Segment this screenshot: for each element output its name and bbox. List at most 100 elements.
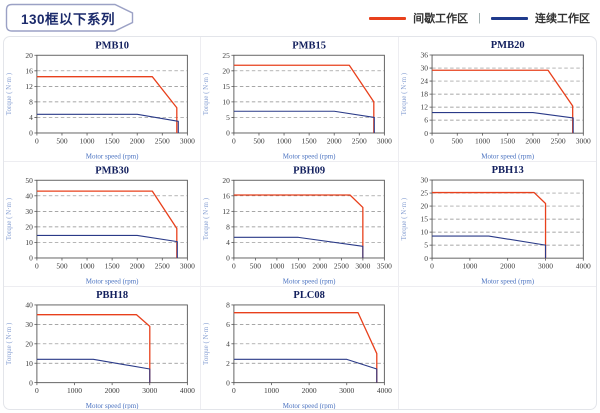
svg-text:PMB15: PMB15 bbox=[293, 40, 327, 51]
svg-text:PMB20: PMB20 bbox=[490, 40, 524, 51]
svg-text:20: 20 bbox=[25, 51, 33, 60]
svg-text:2: 2 bbox=[227, 359, 231, 368]
svg-text:30: 30 bbox=[25, 207, 33, 216]
svg-text:40: 40 bbox=[25, 192, 33, 201]
svg-text:0: 0 bbox=[29, 129, 33, 138]
svg-text:30: 30 bbox=[25, 320, 33, 329]
svg-text:0: 0 bbox=[430, 262, 434, 271]
svg-text:16: 16 bbox=[25, 66, 33, 75]
svg-text:0: 0 bbox=[232, 262, 236, 271]
svg-text:3000: 3000 bbox=[180, 136, 195, 145]
svg-text:3000: 3000 bbox=[538, 262, 553, 271]
svg-text:3000: 3000 bbox=[180, 262, 195, 271]
svg-text:3000: 3000 bbox=[142, 387, 157, 396]
svg-text:Torque ( N·m ): Torque ( N·m ) bbox=[400, 72, 408, 115]
svg-text:Motor speed (rpm): Motor speed (rpm) bbox=[283, 278, 336, 286]
series-title-badge: 130框以下系列 bbox=[4, 3, 136, 32]
svg-text:0: 0 bbox=[227, 379, 231, 388]
svg-text:Motor speed (rpm): Motor speed (rpm) bbox=[86, 278, 139, 286]
svg-text:16: 16 bbox=[223, 192, 231, 201]
svg-text:2000: 2000 bbox=[130, 262, 145, 271]
svg-text:Motor speed (rpm): Motor speed (rpm) bbox=[481, 153, 535, 161]
svg-text:3000: 3000 bbox=[377, 136, 392, 145]
svg-text:30: 30 bbox=[420, 64, 428, 73]
svg-text:PBH09: PBH09 bbox=[293, 165, 325, 176]
svg-text:20: 20 bbox=[25, 223, 33, 232]
svg-text:2500: 2500 bbox=[155, 136, 170, 145]
svg-text:30: 30 bbox=[420, 176, 428, 185]
page-title: 130框以下系列 bbox=[20, 11, 116, 27]
svg-text:Motor speed (rpm): Motor speed (rpm) bbox=[283, 402, 336, 410]
svg-text:4: 4 bbox=[227, 340, 231, 349]
chart-panel-plc08: PLC08 0 2 4 6 8 0 1000 2000 3000 4000 Motor speed (… bbox=[201, 287, 399, 410]
svg-text:Torque ( N·m ): Torque ( N·m ) bbox=[202, 72, 210, 115]
svg-text:0: 0 bbox=[232, 136, 236, 145]
svg-text:2000: 2000 bbox=[130, 136, 145, 145]
legend-item-intermittent: 间歇工作区 bbox=[369, 10, 468, 26]
svg-text:4000: 4000 bbox=[377, 387, 392, 396]
svg-text:12: 12 bbox=[25, 82, 33, 91]
svg-text:0: 0 bbox=[424, 254, 428, 263]
svg-text:3000: 3000 bbox=[356, 262, 371, 271]
svg-text:0: 0 bbox=[430, 137, 434, 146]
chart-panel-pbh09: PBH09 0 4 8 12 16 20 0 500 1000 1500 2000 2500 3000 35… bbox=[201, 162, 399, 288]
svg-text:1500: 1500 bbox=[291, 262, 306, 271]
svg-text:Torque ( N·m ): Torque ( N·m ) bbox=[5, 322, 13, 365]
svg-text:25: 25 bbox=[420, 189, 428, 198]
svg-text:10: 10 bbox=[420, 228, 428, 237]
svg-text:4: 4 bbox=[226, 238, 230, 247]
legend: 间歇工作区 | 连续工作区 bbox=[369, 10, 590, 26]
svg-text:2000: 2000 bbox=[302, 387, 317, 396]
chart-panel-pmb30: PMB30 0 10 20 30 40 50 0 500 1000 1500 2000 2500 3000… bbox=[4, 162, 202, 288]
svg-text:PBH18: PBH18 bbox=[96, 290, 128, 301]
svg-text:20: 20 bbox=[223, 176, 231, 185]
chart-panel-pbh18: PBH18 0 10 20 30 40 0 1000 2000 3000 4000 Motor spe… bbox=[4, 287, 202, 409]
svg-text:5: 5 bbox=[226, 113, 230, 122]
chart-panel-pmb10: PMB10 0 4 8 12 16 20 0 500 1000 1500 2000 2500 3000 Mo… bbox=[4, 37, 202, 163]
svg-text:2500: 2500 bbox=[155, 262, 170, 271]
legend-label-continuous: 连续工作区 bbox=[535, 13, 590, 25]
empty-panel bbox=[399, 287, 596, 409]
svg-text:10: 10 bbox=[25, 238, 33, 247]
svg-text:15: 15 bbox=[420, 215, 428, 224]
svg-text:4: 4 bbox=[29, 113, 33, 122]
svg-text:2500: 2500 bbox=[334, 262, 349, 271]
svg-text:Torque ( N·m ): Torque ( N·m ) bbox=[400, 197, 408, 240]
svg-text:12: 12 bbox=[223, 207, 231, 216]
svg-text:0: 0 bbox=[35, 262, 39, 271]
svg-text:8: 8 bbox=[29, 97, 33, 106]
page-header: 130框以下系列 间歇工作区 | 连续工作区 bbox=[0, 0, 600, 36]
svg-text:0: 0 bbox=[232, 387, 236, 396]
svg-text:1500: 1500 bbox=[500, 137, 515, 146]
svg-text:0: 0 bbox=[226, 129, 230, 138]
svg-text:500: 500 bbox=[56, 262, 67, 271]
svg-text:4000: 4000 bbox=[575, 262, 590, 271]
svg-text:Torque ( N·m ): Torque ( N·m ) bbox=[202, 198, 210, 241]
svg-text:50: 50 bbox=[25, 176, 33, 185]
svg-text:8: 8 bbox=[227, 301, 231, 310]
chart-grid: PMB10 0 4 8 12 16 20 0 500 1000 1500 2000 2500 3000 Mo… bbox=[3, 36, 597, 410]
svg-text:15: 15 bbox=[223, 82, 231, 91]
svg-text:10: 10 bbox=[223, 97, 231, 106]
svg-text:0: 0 bbox=[29, 379, 33, 388]
svg-text:1000: 1000 bbox=[80, 136, 95, 145]
chart-panel-pbh13: PBH13 0 5 10 15 20 25 30 0 1000 2000 3000 4000 Motor … bbox=[398, 162, 596, 288]
chart-panel-pmb15: PMB15 0 5 10 15 20 25 0 500 1000 1500 2000 2500 3000 M… bbox=[201, 37, 399, 163]
svg-text:1500: 1500 bbox=[302, 136, 317, 145]
svg-text:PLC08: PLC08 bbox=[294, 290, 325, 301]
svg-text:3000: 3000 bbox=[340, 387, 355, 396]
svg-text:20: 20 bbox=[223, 66, 231, 75]
svg-text:8: 8 bbox=[226, 223, 230, 232]
legend-item-continuous: 连续工作区 bbox=[491, 10, 590, 26]
svg-text:6: 6 bbox=[424, 116, 428, 125]
svg-text:5: 5 bbox=[424, 241, 428, 250]
svg-text:36: 36 bbox=[420, 51, 428, 60]
svg-text:1000: 1000 bbox=[264, 387, 279, 396]
svg-text:1500: 1500 bbox=[105, 136, 120, 145]
svg-text:40: 40 bbox=[25, 301, 33, 310]
svg-text:Torque ( N·m ): Torque ( N·m ) bbox=[5, 72, 13, 115]
svg-text:2500: 2500 bbox=[352, 136, 367, 145]
svg-text:2000: 2000 bbox=[105, 387, 120, 396]
legend-label-intermittent: 间歇工作区 bbox=[413, 13, 469, 25]
